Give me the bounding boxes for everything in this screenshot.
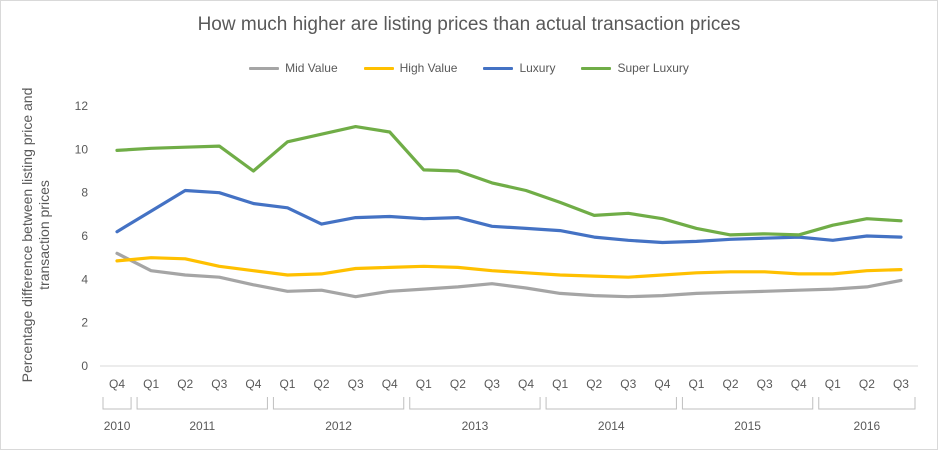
year-label: 2016 [854, 419, 881, 433]
x-tick-label: Q4 [654, 377, 670, 391]
x-tick-label: Q3 [893, 377, 909, 391]
y-tick-label: 12 [75, 99, 89, 113]
x-tick-label: Q2 [450, 377, 466, 391]
year-group-bracket [409, 397, 541, 410]
y-tick-label: 8 [81, 186, 88, 200]
series-line-luxury [115, 188, 903, 245]
year-group-bracket [102, 397, 132, 410]
legend-item-super-luxury: Super Luxury [581, 61, 689, 75]
year-label: 2013 [462, 419, 489, 433]
year-label: 2015 [734, 419, 761, 433]
year-group-bracket [818, 397, 916, 410]
x-tick-label: Q4 [382, 377, 398, 391]
legend-label-super-luxury: Super Luxury [617, 61, 689, 75]
year-label: 2012 [325, 419, 352, 433]
x-tick-label: Q3 [484, 377, 500, 391]
legend: Mid Value High Value Luxury Super Luxury [0, 61, 938, 75]
year-label: 2014 [598, 419, 625, 433]
x-tick-label: Q4 [109, 377, 125, 391]
x-tick-label: Q3 [620, 377, 636, 391]
y-tick-label: 2 [81, 316, 88, 330]
legend-item-high-value: High Value [363, 61, 458, 75]
x-tick-label: Q1 [416, 377, 432, 391]
year-group-bracket [545, 397, 677, 410]
y-tick-label: 6 [81, 229, 88, 243]
series-line-super-luxury [115, 125, 903, 237]
x-tick-label: Q3 [757, 377, 773, 391]
x-tick-label: Q4 [791, 377, 807, 391]
x-tick-label: Q4 [518, 377, 534, 391]
legend-swatch-high-value [363, 66, 394, 70]
x-tick-label: Q2 [177, 377, 193, 391]
x-tick-label: Q2 [859, 377, 875, 391]
y-tick-label: 0 [81, 359, 88, 373]
x-tick-label: Q1 [825, 377, 841, 391]
legend-label-mid-value: Mid Value [285, 61, 338, 75]
x-tick-label: Q1 [552, 377, 568, 391]
x-tick-label: Q3 [211, 377, 227, 391]
year-group-bracket [136, 397, 268, 410]
year-group-bracket [681, 397, 814, 410]
series-line-high-value [115, 256, 903, 279]
y-tick-label: 10 [75, 142, 89, 156]
legend-label-high-value: High Value [399, 61, 458, 75]
legend-item-mid-value: Mid Value [249, 61, 338, 75]
x-tick-label: Q1 [279, 377, 295, 391]
x-tick-label: Q3 [348, 377, 364, 391]
legend-item-luxury: Luxury [483, 61, 555, 75]
year-label: 2011 [189, 419, 215, 433]
x-tick-label: Q2 [314, 377, 330, 391]
x-tick-label: Q1 [143, 377, 159, 391]
x-tick-label: Q1 [688, 377, 704, 391]
x-tick-label: Q4 [245, 377, 261, 391]
y-tick-label: 4 [81, 272, 88, 286]
year-label: 2010 [104, 419, 131, 433]
year-group-bracket [272, 397, 405, 410]
series-line-mid-value [115, 251, 903, 299]
legend-swatch-mid-value [249, 66, 280, 70]
legend-label-luxury: Luxury [519, 61, 556, 75]
x-tick-label: Q2 [723, 377, 739, 391]
legend-swatch-super-luxury [581, 66, 612, 70]
legend-swatch-luxury [483, 66, 514, 70]
x-tick-label: Q2 [586, 377, 602, 391]
chart-title: How much higher are listing prices than … [197, 14, 741, 35]
